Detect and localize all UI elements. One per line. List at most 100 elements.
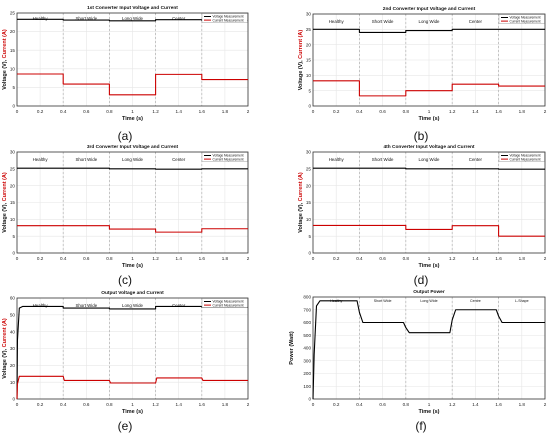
y-tick-label: 20 (10, 29, 16, 34)
legend-box (498, 152, 545, 162)
panel-sublabel: (c) (118, 273, 132, 287)
x-tick-label: 1.6 (199, 402, 206, 407)
y-tick-label: 20 (306, 42, 312, 47)
panel-sublabel: (f) (415, 419, 426, 433)
region-label: Short Wide (372, 157, 394, 162)
y-tick-label: 30 (306, 150, 312, 155)
y-axis-label-voltage: Voltage (V), (298, 201, 304, 232)
legend-box (498, 14, 545, 24)
chart-title: 1st Converter Input Voltage and Current (87, 5, 178, 11)
y-tick-label: 0 (308, 104, 311, 109)
x-tick-label: 0.6 (379, 256, 386, 261)
y-axis-label-voltage: Voltage (V), (2, 58, 8, 89)
y-tick-label: 500 (303, 333, 311, 338)
x-tick-label: 0.4 (356, 402, 363, 407)
legend-box (201, 152, 248, 162)
x-tick-label: 2 (544, 402, 547, 407)
y-tick-label: 200 (303, 371, 311, 376)
region-label: Healthy (329, 19, 345, 24)
plot-frame (16, 12, 249, 107)
x-tick-label: 0.6 (379, 109, 386, 114)
y-tick-label: 10 (10, 217, 16, 222)
y-tick-label: 5 (12, 85, 15, 90)
y-axis-label: Voltage (V), Current (A) (2, 29, 8, 90)
x-tick-label: 1.6 (495, 109, 502, 114)
x-tick-label: 0.2 (37, 256, 44, 261)
y-axis-label: Voltage (V), Current (A) (298, 30, 304, 91)
y-tick-label: 30 (10, 346, 16, 351)
y-tick-label: 15 (306, 200, 312, 205)
region-label: Short Wide (374, 299, 392, 303)
panel-sublabel: (d) (414, 273, 429, 287)
region-label: Short Wide (75, 303, 97, 308)
y-tick-label: 40 (10, 329, 16, 334)
x-tick-label: 0.4 (60, 256, 67, 261)
y-tick-label: 0 (12, 397, 15, 402)
y-tick-label: 10 (306, 73, 312, 78)
x-tick-label: 1.6 (199, 256, 206, 261)
legend-entry: Voltage Measurement (510, 16, 541, 20)
x-tick-label: 1.8 (519, 109, 526, 114)
y-tick-label: 20 (306, 183, 312, 188)
x-tick-label: 0 (312, 402, 315, 407)
x-tick-label: 0.2 (333, 256, 340, 261)
y-tick-label: 30 (10, 150, 16, 155)
y-tick-label: 5 (308, 88, 311, 93)
legend-entry: Current Measurement (213, 303, 244, 307)
region-label: Long Wide (122, 303, 144, 308)
x-tick-label: 1.4 (472, 256, 479, 261)
region-label: Long Wide (122, 157, 144, 162)
legend-entry: Current Measurement (510, 19, 541, 23)
y-tick-label: 5 (12, 234, 15, 239)
x-tick-label: 1.6 (199, 109, 206, 114)
y-axis-label-current: Current (A) (2, 29, 8, 58)
y-tick-label: 25 (306, 27, 312, 32)
x-tick-label: 0 (312, 109, 315, 114)
legend-entry: Current Measurement (510, 157, 541, 161)
legend-entry: Voltage Measurement (213, 300, 244, 304)
y-tick-label: 20 (10, 183, 16, 188)
x-tick-label: 2 (247, 402, 250, 407)
x-tick-label: 1.2 (449, 402, 456, 407)
x-tick-label: 0.8 (403, 109, 410, 114)
chart-panel-6: Healthy Short Wide Long Wide Centre L-Shape0… (289, 289, 547, 433)
x-tick-label: 2 (544, 109, 547, 114)
y-tick-label: 25 (306, 166, 312, 171)
x-axis-label: Time (s) (122, 409, 143, 415)
y-tick-label: 0 (12, 104, 15, 109)
x-tick-label: 0.8 (403, 256, 410, 261)
x-tick-label: 1 (428, 109, 431, 114)
chart-title: 2nd Converter Input Voltage and Current (383, 6, 476, 12)
region-label: Long Wide (419, 19, 441, 24)
legend-box (201, 13, 248, 23)
x-tick-label: 1.2 (449, 256, 456, 261)
x-tick-label: 1.2 (449, 109, 456, 114)
x-tick-label: 1.2 (152, 402, 159, 407)
y-axis-label-current: Current (A) (298, 172, 304, 201)
y-axis-label-text: Power (Watt) (289, 331, 295, 365)
series-line-power (312, 300, 545, 400)
plot-frame (312, 13, 546, 107)
series-line-current-measurement (313, 224, 545, 237)
x-tick-label: 1 (428, 402, 431, 407)
y-axis-label: Voltage (V), Current (A) (298, 172, 304, 233)
series-line-voltage-measurement (313, 28, 545, 33)
y-tick-label: 20 (10, 363, 16, 368)
y-tick-label: 15 (306, 58, 312, 63)
x-tick-label: 0.8 (106, 109, 113, 114)
y-tick-label: 15 (10, 200, 16, 205)
chart-title: 3rd Converter Input Voltage and Current (87, 144, 179, 150)
y-tick-label: 10 (306, 217, 312, 222)
region-label: Healthy (33, 157, 49, 162)
region-label: Healthy (329, 157, 345, 162)
region-label: Short Wide (75, 16, 97, 21)
legend-entry: Current Measurement (213, 157, 244, 161)
region-label: L-Shape (515, 299, 529, 303)
x-tick-label: 0.2 (37, 402, 44, 407)
region-label: Center (172, 303, 186, 308)
y-tick-label: 400 (303, 346, 311, 351)
